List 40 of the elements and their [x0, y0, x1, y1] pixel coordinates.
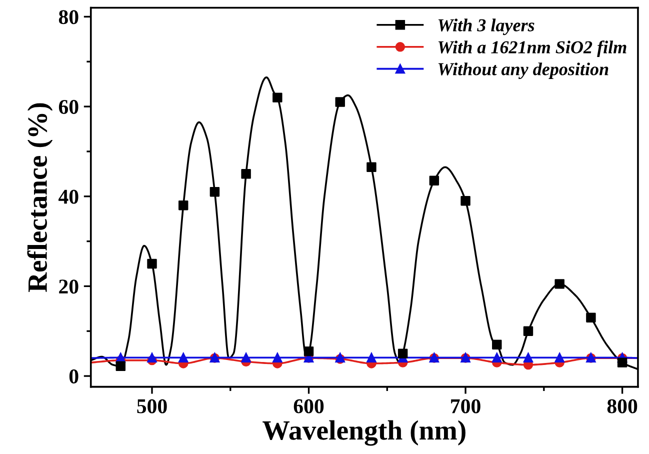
x-axis-title: Wavelength (nm) — [262, 420, 466, 446]
point — [429, 176, 440, 186]
point — [116, 361, 126, 372]
point — [304, 346, 314, 356]
x-tick-label: 700 — [451, 399, 480, 414]
point — [210, 187, 220, 197]
point — [460, 196, 470, 206]
point — [492, 352, 502, 362]
point — [178, 200, 188, 210]
legend-label: With 3 layers — [438, 18, 534, 36]
point — [147, 352, 157, 362]
point — [147, 258, 157, 269]
point — [116, 352, 126, 362]
x-tick-label: 800 — [607, 399, 638, 414]
point — [366, 352, 376, 362]
x-tick-label: 600 — [294, 399, 324, 414]
y-tick-label: 20 — [59, 280, 78, 294]
point — [617, 358, 628, 368]
point — [335, 97, 345, 107]
y-tick-label: 0 — [69, 369, 78, 384]
y-tick-label: 40 — [58, 190, 78, 204]
x-tick-label: 500 — [137, 399, 167, 414]
y-axis-title: Reflectance (%) — [27, 103, 53, 292]
point — [523, 326, 534, 336]
point — [241, 169, 251, 179]
point — [523, 352, 534, 362]
point — [398, 348, 408, 358]
point — [366, 162, 376, 172]
point — [554, 352, 564, 362]
point — [272, 92, 282, 102]
legend-label: Without any deposition — [438, 62, 608, 80]
point — [554, 279, 564, 289]
point — [586, 312, 596, 322]
legend-label: With a 1621nm SiO2 film — [438, 40, 626, 58]
point — [492, 340, 502, 350]
point — [272, 352, 282, 362]
y-tick-label: 80 — [58, 10, 78, 24]
point — [178, 352, 188, 362]
point — [241, 352, 251, 362]
y-tick-label: 60 — [58, 100, 78, 114]
